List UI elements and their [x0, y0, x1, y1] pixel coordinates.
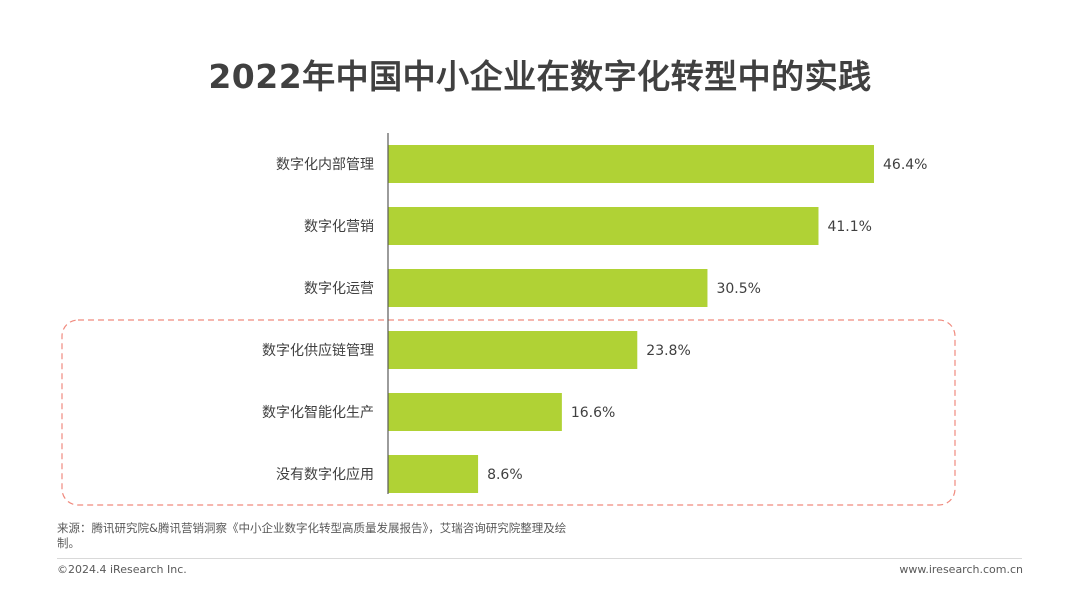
- bar: [388, 207, 819, 245]
- category-label: 没有数字化应用: [276, 466, 374, 483]
- bar: [388, 145, 874, 183]
- chart-title: 2022年中国中小企业在数字化转型中的实践: [208, 57, 872, 96]
- value-label: 41.1%: [827, 219, 871, 235]
- bar: [388, 269, 708, 307]
- copyright-text: ©2024.4 iResearch Inc.: [57, 563, 187, 576]
- category-label: 数字化供应链管理: [262, 342, 374, 359]
- source-note: 来源：腾讯研究院&腾讯营销洞察《中小企业数字化转型高质量发展报告》，艾瑞咨询研究…: [57, 521, 567, 550]
- category-label: 数字化营销: [304, 219, 374, 235]
- value-label: 8.6%: [487, 467, 523, 483]
- bar: [388, 331, 638, 369]
- value-label: 46.4%: [883, 157, 927, 173]
- highlight-box: [61, 319, 956, 506]
- footer-divider: [57, 558, 1022, 559]
- value-label: 16.6%: [571, 405, 615, 421]
- category-label: 数字化内部管理: [276, 157, 374, 173]
- bar: [388, 393, 562, 431]
- category-label: 数字化运营: [304, 281, 374, 297]
- website-text: www.iresearch.com.cn: [899, 563, 1023, 576]
- value-label: 23.8%: [646, 343, 690, 359]
- bar: [388, 455, 479, 493]
- category-label: 数字化智能化生产: [262, 405, 374, 421]
- value-label: 30.5%: [716, 281, 760, 297]
